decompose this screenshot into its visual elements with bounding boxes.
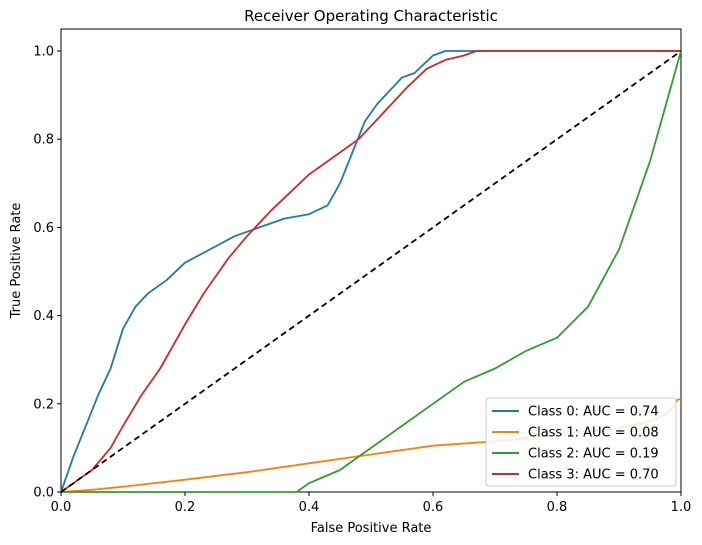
- x-axis-label: False Positive Rate: [311, 521, 432, 536]
- legend: Class 0: AUC = 0.74 Class 1: AUC = 0.08 Cl…: [485, 397, 677, 487]
- chance-diagonal-line: [60, 50, 682, 493]
- plot-frame: [60, 28, 682, 493]
- legend-box: [485, 397, 677, 487]
- x-tick-label: 0.2: [175, 500, 196, 515]
- x-tick-label: 0.6: [423, 500, 444, 515]
- legend-entry: Class 3: AUC = 0.70: [528, 468, 659, 483]
- chart-title: Receiver Operating Characteristic: [244, 7, 498, 25]
- y-tick-label: 0.6: [33, 221, 54, 236]
- y-axis-ticks: 0.0 0.2 0.4 0.6 0.8 1.0: [33, 45, 61, 501]
- y-tick-label: 1.0: [33, 45, 54, 60]
- y-tick-label: 0.2: [33, 397, 54, 412]
- x-tick-label: 0.8: [547, 500, 568, 515]
- y-tick-label: 0.0: [33, 486, 54, 501]
- roc-curve-class-3: [60, 50, 681, 493]
- roc-curve-class-2: [61, 50, 682, 493]
- x-tick-label: 0.0: [51, 500, 72, 515]
- x-axis-ticks: 0.0 0.2 0.4 0.6 0.8 1.0: [51, 492, 692, 515]
- legend-entry: Class 1: AUC = 0.08: [528, 426, 659, 441]
- legend-entry: Class 2: AUC = 0.19: [528, 447, 659, 462]
- roc-curve-class-0: [60, 50, 681, 493]
- y-tick-label: 0.8: [33, 133, 54, 148]
- x-tick-label: 1.0: [671, 500, 692, 515]
- y-axis-label: True Positive Rate: [9, 203, 24, 320]
- legend-entry: Class 0: AUC = 0.74: [528, 405, 659, 420]
- y-tick-label: 0.4: [33, 309, 54, 324]
- x-tick-label: 0.4: [299, 500, 320, 515]
